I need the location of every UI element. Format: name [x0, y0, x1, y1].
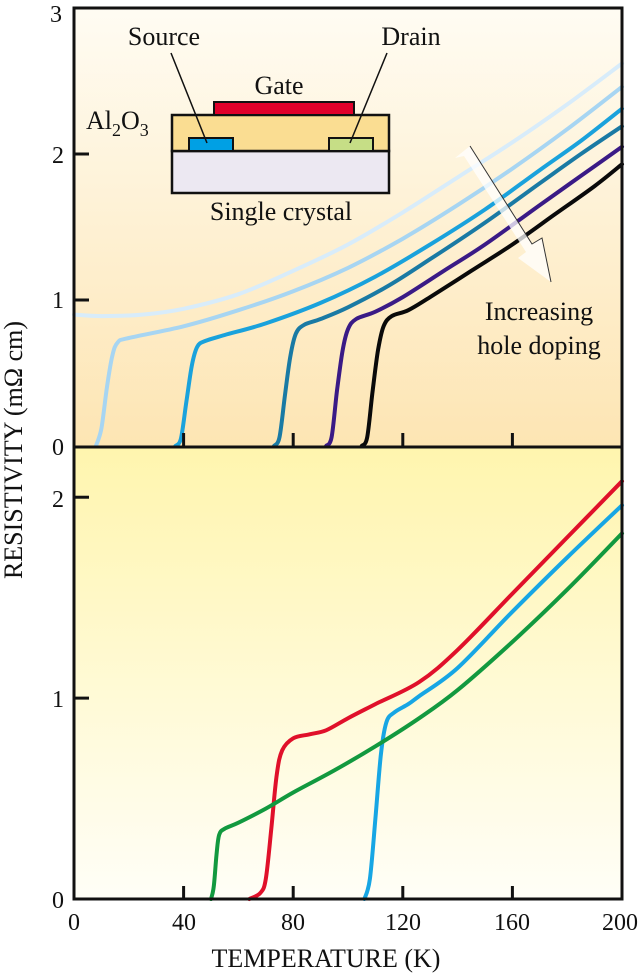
upper-series-5 — [324, 144, 624, 448]
upper-ytick-label: 3 — [50, 2, 62, 28]
lower-panel-frame — [72, 445, 624, 901]
y-axis-label: RESISTIVITY (mΩ cm) — [0, 321, 28, 579]
upper-series-2 — [93, 84, 624, 448]
oxide-label: Al2O3 — [86, 106, 149, 140]
xtick-label: 200 — [602, 910, 638, 936]
upper-curves — [72, 61, 624, 448]
drain-label: Drain — [381, 22, 440, 51]
annotation-line2: hole doping — [477, 331, 601, 360]
lower-series-3 — [209, 531, 624, 901]
source-label: Source — [128, 22, 200, 51]
drain-leader-line — [349, 52, 388, 144]
drain-electrode — [328, 137, 374, 152]
lower-ytick-label: 0 — [52, 888, 64, 914]
xtick-label: 40 — [172, 910, 196, 936]
x-axis-label: TEMPERATURE (K) — [212, 944, 441, 973]
upper-series-6 — [359, 162, 624, 448]
upper-ytick-label: 0 — [52, 435, 64, 461]
increasing-doping-arrow — [455, 145, 552, 283]
xtick-label: 80 — [281, 910, 305, 936]
upper-ytick-label: 1 — [52, 288, 64, 314]
upper-panel-bg — [74, 8, 622, 447]
lower-series-1 — [247, 479, 624, 901]
xtick-label: 0 — [68, 910, 80, 936]
lower-ytick-label: 1 — [52, 687, 64, 713]
gate-label: Gate — [254, 71, 303, 100]
source-electrode — [188, 137, 234, 152]
substrate-label: Single crystal — [210, 197, 352, 226]
gate-electrode — [213, 101, 355, 116]
upper-ytick-label: 2 — [52, 143, 64, 169]
lower-curves — [209, 479, 624, 901]
lower-panel-bg — [74, 447, 622, 899]
annotation-line1: Increasing — [485, 297, 593, 326]
substrate-layer — [170, 149, 391, 195]
xtick-label: 160 — [494, 910, 530, 936]
device-inset: Source Drain Gate Al2O3 Single crystal — [86, 22, 441, 226]
xtick-label: 120 — [385, 910, 421, 936]
upper-series-1 — [72, 61, 624, 319]
upper-series-3 — [173, 106, 624, 448]
lower-ytick-label: 2 — [52, 487, 64, 513]
upper-series-4 — [272, 124, 624, 448]
lower-series-2 — [362, 503, 624, 901]
source-leader-line — [170, 52, 208, 144]
axis-ticks — [74, 152, 514, 899]
